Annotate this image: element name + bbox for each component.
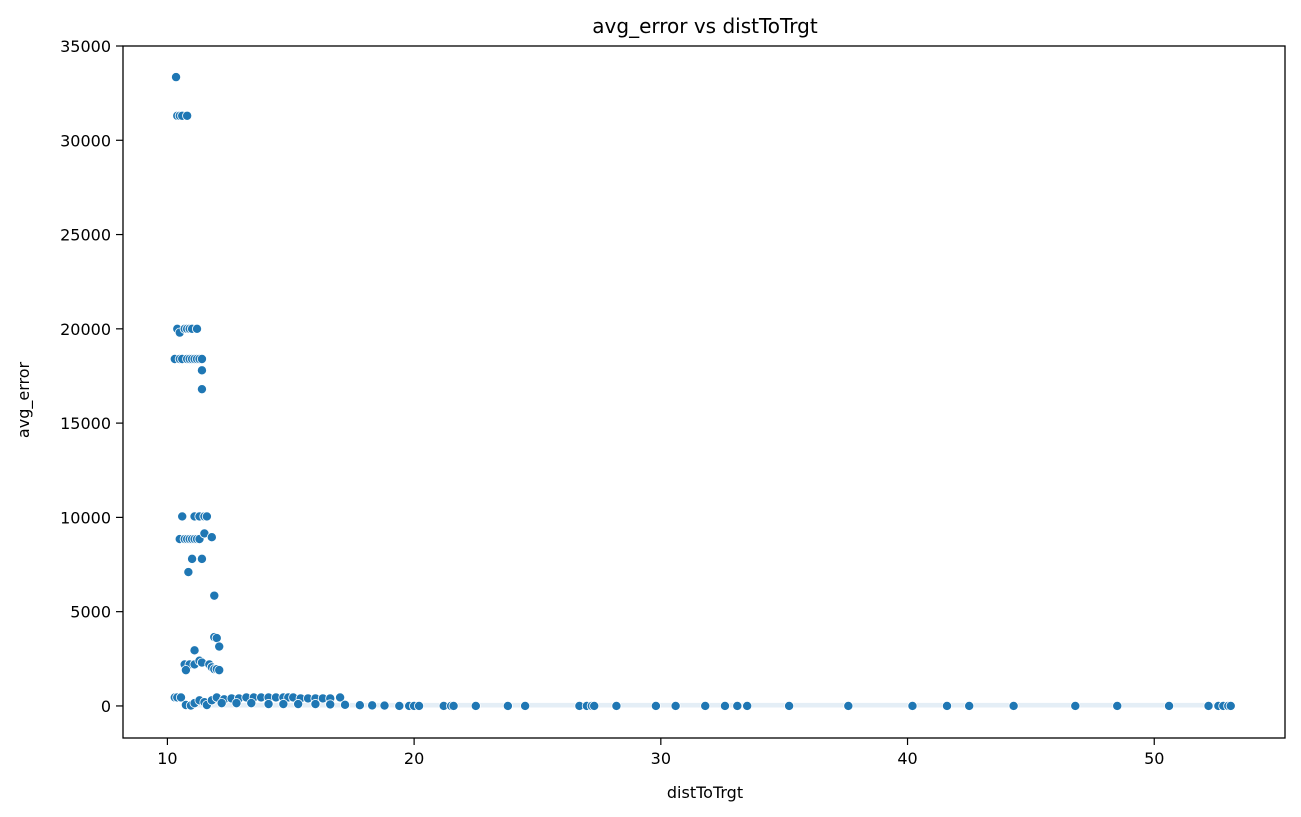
data-point — [189, 645, 200, 656]
data-point — [843, 700, 854, 711]
data-point — [214, 641, 225, 652]
y-tick-label: 25000 — [60, 226, 111, 245]
data-point — [335, 692, 346, 703]
data-point — [354, 700, 365, 711]
data-point — [942, 700, 953, 711]
data-point — [1203, 700, 1214, 711]
data-point — [414, 700, 425, 711]
data-point — [206, 532, 217, 543]
data-point — [907, 700, 918, 711]
data-point — [611, 700, 622, 711]
data-point — [448, 700, 459, 711]
x-tick-label: 30 — [651, 749, 671, 768]
scatter-points — [169, 72, 1236, 711]
data-point — [214, 665, 225, 676]
data-point — [263, 699, 274, 710]
data-point — [340, 699, 351, 710]
data-point — [650, 700, 661, 711]
x-axis-label: distToTrgt — [667, 783, 743, 802]
data-point — [171, 72, 182, 83]
x-tick-label: 50 — [1144, 749, 1164, 768]
x-tick-label: 40 — [897, 749, 917, 768]
data-point — [719, 700, 730, 711]
y-axis-ticks: 0 5000 10000 15000 20000 25000 30000 35000 — [60, 37, 123, 716]
data-point — [175, 692, 186, 703]
data-point — [784, 700, 795, 711]
data-point — [1112, 700, 1123, 711]
x-tick-label: 10 — [157, 749, 177, 768]
data-point — [379, 700, 390, 711]
data-point — [1164, 700, 1175, 711]
data-point — [367, 700, 378, 711]
data-point — [589, 700, 600, 711]
data-point — [394, 700, 405, 711]
data-point — [209, 590, 220, 601]
data-point — [310, 699, 321, 710]
y-tick-label: 35000 — [60, 37, 111, 56]
data-point — [196, 365, 207, 376]
data-point — [231, 698, 242, 709]
data-point — [216, 698, 227, 709]
data-point — [293, 699, 304, 710]
y-tick-label: 15000 — [60, 414, 111, 433]
data-point — [180, 665, 191, 676]
data-point — [196, 553, 207, 564]
y-tick-label: 0 — [101, 697, 111, 716]
chart-title: avg_error vs distToTrgt — [592, 14, 818, 38]
data-point — [187, 553, 198, 564]
data-point — [700, 700, 711, 711]
data-point — [182, 110, 193, 121]
data-point — [246, 698, 257, 709]
data-point — [732, 700, 743, 711]
plot-frame — [122, 45, 1286, 739]
y-tick-label: 10000 — [60, 508, 111, 527]
data-point — [1008, 700, 1019, 711]
y-tick-label: 5000 — [70, 603, 111, 622]
x-tick-label: 20 — [404, 749, 424, 768]
x-axis-ticks: 10 20 30 40 50 — [157, 738, 1164, 768]
data-point — [177, 511, 188, 522]
data-point — [1225, 700, 1236, 711]
data-point — [196, 384, 207, 395]
data-point — [670, 700, 681, 711]
data-point — [502, 700, 513, 711]
data-point — [742, 700, 753, 711]
y-tick-label: 20000 — [60, 320, 111, 339]
data-point — [470, 700, 481, 711]
data-point — [1070, 700, 1081, 711]
data-point — [520, 700, 531, 711]
data-point — [192, 323, 203, 334]
data-point — [183, 567, 194, 578]
data-point — [278, 699, 289, 710]
data-point — [196, 354, 207, 365]
data-point — [964, 700, 975, 711]
y-axis-label: avg_error — [14, 362, 34, 439]
y-tick-label: 30000 — [60, 131, 111, 150]
data-point — [325, 699, 336, 710]
data-point — [211, 633, 222, 644]
data-point — [201, 511, 212, 522]
